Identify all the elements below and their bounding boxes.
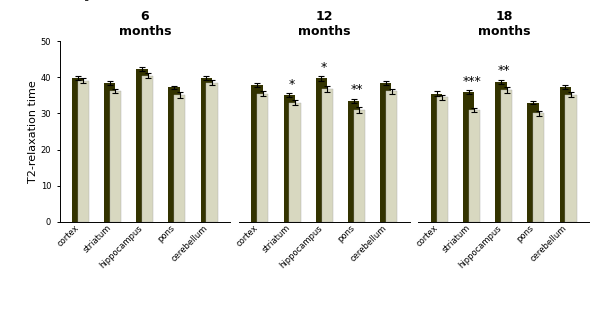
Bar [380,83,392,222]
Legend: WT-C57, Tg-C57: WT-C57, Tg-C57 [64,0,116,2]
Bar [560,87,571,222]
Text: ***: *** [462,75,481,88]
Text: 12
months: 12 months [298,10,350,38]
Bar [431,94,442,222]
Bar [321,89,333,222]
Bar [463,92,474,222]
Bar [201,78,212,222]
Bar [386,91,397,222]
Bar [257,94,268,222]
Bar [289,103,300,222]
Text: **: ** [497,64,510,77]
Bar [469,110,480,222]
Bar [206,83,218,222]
Text: **: ** [350,83,363,96]
Text: *: * [321,61,327,74]
Bar [136,69,148,222]
Bar [168,87,180,222]
Text: *: * [289,78,295,91]
Bar [251,85,262,222]
Y-axis label: T2-relaxation time: T2-relaxation time [28,80,37,183]
Bar [353,110,365,222]
Bar [527,103,538,222]
Bar [533,113,544,222]
Text: 6
months: 6 months [118,10,171,38]
Bar [104,83,115,222]
Bar [495,82,506,222]
Text: 18
months: 18 months [478,10,530,38]
Bar [348,101,359,222]
Bar [174,95,186,222]
Bar [501,90,512,222]
Bar [437,97,448,222]
Bar [316,78,327,222]
Bar [142,75,154,222]
Bar [565,95,577,222]
Bar [78,81,89,222]
Bar [110,91,121,222]
Bar [284,95,295,222]
Bar [72,78,83,222]
